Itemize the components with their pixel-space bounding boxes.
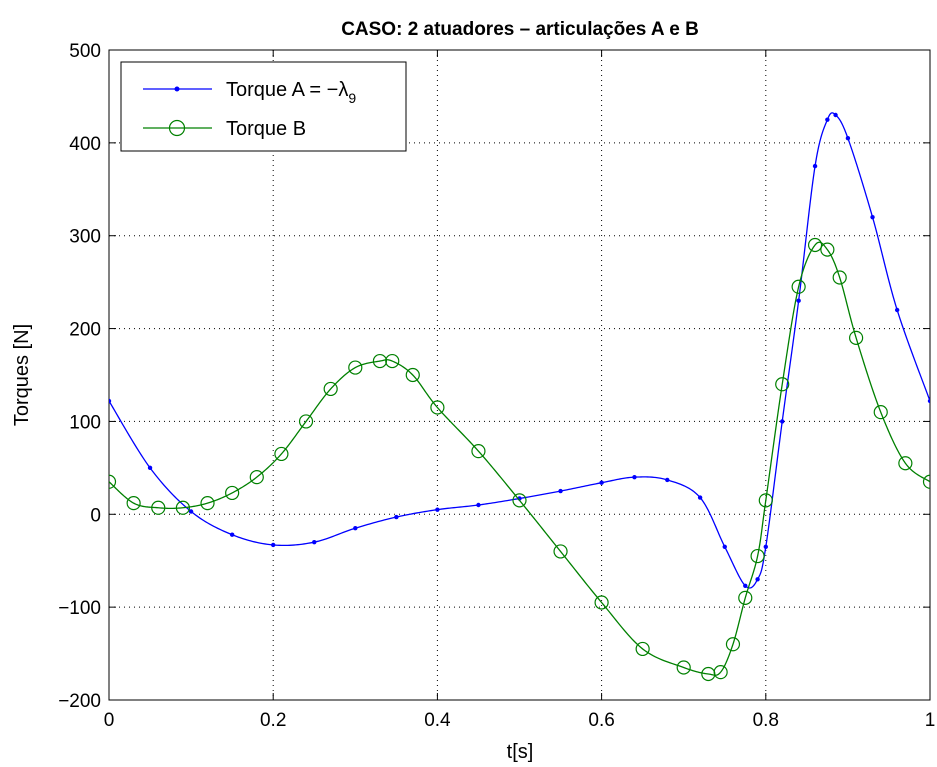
x-tick-label: 0.2 [260, 710, 286, 731]
data-point [109, 474, 117, 489]
data-point [791, 279, 806, 294]
data-point [553, 544, 568, 559]
data-point [229, 532, 235, 537]
series-line [109, 241, 930, 676]
data-point [599, 480, 604, 485]
data-point [385, 353, 400, 369]
data-point [820, 242, 835, 257]
series-2 [109, 237, 930, 682]
data-point [758, 493, 773, 508]
data-point [775, 377, 790, 392]
data-point [832, 270, 847, 285]
x-axis-label: t[s] [507, 741, 534, 763]
data-point [927, 398, 930, 404]
data-point [476, 502, 481, 508]
plot-frame [108, 49, 931, 701]
data-point [845, 136, 851, 141]
data-point [763, 544, 768, 549]
series-line [109, 112, 930, 589]
x-tick-label: 0.8 [753, 710, 779, 731]
data-point [873, 405, 888, 420]
y-tick-label: 100 [69, 412, 101, 433]
legend-entry: Torque B [143, 118, 306, 140]
data-point [594, 595, 609, 610]
x-tick-label: 0.4 [424, 710, 451, 731]
data-point [780, 419, 785, 424]
data-point [126, 496, 141, 511]
data-point [312, 539, 317, 545]
y-tick-label: 200 [69, 320, 101, 341]
data-point [175, 500, 190, 515]
data-point [298, 414, 314, 429]
data-point [738, 590, 753, 605]
data-point [898, 456, 913, 471]
data-point [435, 507, 440, 512]
y-tick-label: 500 [69, 41, 101, 62]
data-point [807, 237, 823, 253]
data-point [405, 367, 420, 383]
data-point [109, 398, 112, 404]
data-point [849, 330, 864, 345]
x-tick-label: 0.6 [588, 710, 614, 731]
legend-label: Torque B [226, 118, 306, 140]
data-point [430, 400, 445, 415]
data-point [271, 542, 276, 548]
data-point [725, 637, 741, 652]
data-point [558, 488, 563, 494]
y-tick-label: 0 [90, 505, 101, 526]
data-point [348, 360, 363, 375]
grid [109, 50, 930, 700]
data-point [372, 353, 388, 369]
data-point [632, 474, 637, 480]
data-point [697, 495, 703, 500]
data-point [743, 583, 748, 588]
data-point [323, 381, 338, 397]
x-tick-label: 1 [925, 710, 936, 731]
data-point [353, 526, 358, 531]
y-tick-label: −100 [58, 598, 101, 619]
data-point [750, 548, 765, 564]
y-tick-label: −200 [58, 691, 101, 712]
data-point [471, 444, 486, 459]
chart-title: CASO: 2 atuadores – articulações A e B [341, 19, 699, 40]
data-point [200, 496, 215, 511]
data-point [249, 470, 264, 485]
series-1 [109, 112, 930, 589]
x-tick-label: 0 [104, 710, 115, 731]
plot-area-border [108, 49, 931, 701]
axis-ticks: 0 0.2 0.4 0.6 0.8 1 −200 −100 0 100 200 300 400 500 [58, 41, 935, 731]
data-point [812, 163, 818, 169]
legend-marker [168, 119, 186, 137]
legend-label-subscript: 9 [348, 90, 356, 106]
y-tick-label: 300 [69, 227, 101, 248]
data-point [274, 446, 289, 462]
data-point [755, 577, 760, 582]
data-point [147, 465, 153, 471]
data-point [665, 477, 670, 483]
data-point [394, 514, 399, 520]
data-point [722, 544, 727, 549]
data-point [833, 112, 838, 118]
data-point [512, 493, 527, 508]
data-point [825, 117, 830, 122]
y-axis-label: Torques [N] [11, 324, 33, 426]
legend-box [120, 61, 407, 152]
data-point [796, 298, 801, 303]
data-point [922, 474, 930, 489]
data-point [870, 214, 875, 220]
data-point [635, 641, 650, 657]
data-point [713, 665, 728, 680]
y-tick-label: 400 [69, 134, 101, 155]
data-point [676, 660, 691, 675]
data-point [894, 307, 900, 313]
series-layer [109, 112, 930, 682]
data-point [188, 509, 194, 514]
data-point [225, 485, 240, 501]
legend-marker [174, 86, 180, 92]
data-point [151, 500, 166, 515]
